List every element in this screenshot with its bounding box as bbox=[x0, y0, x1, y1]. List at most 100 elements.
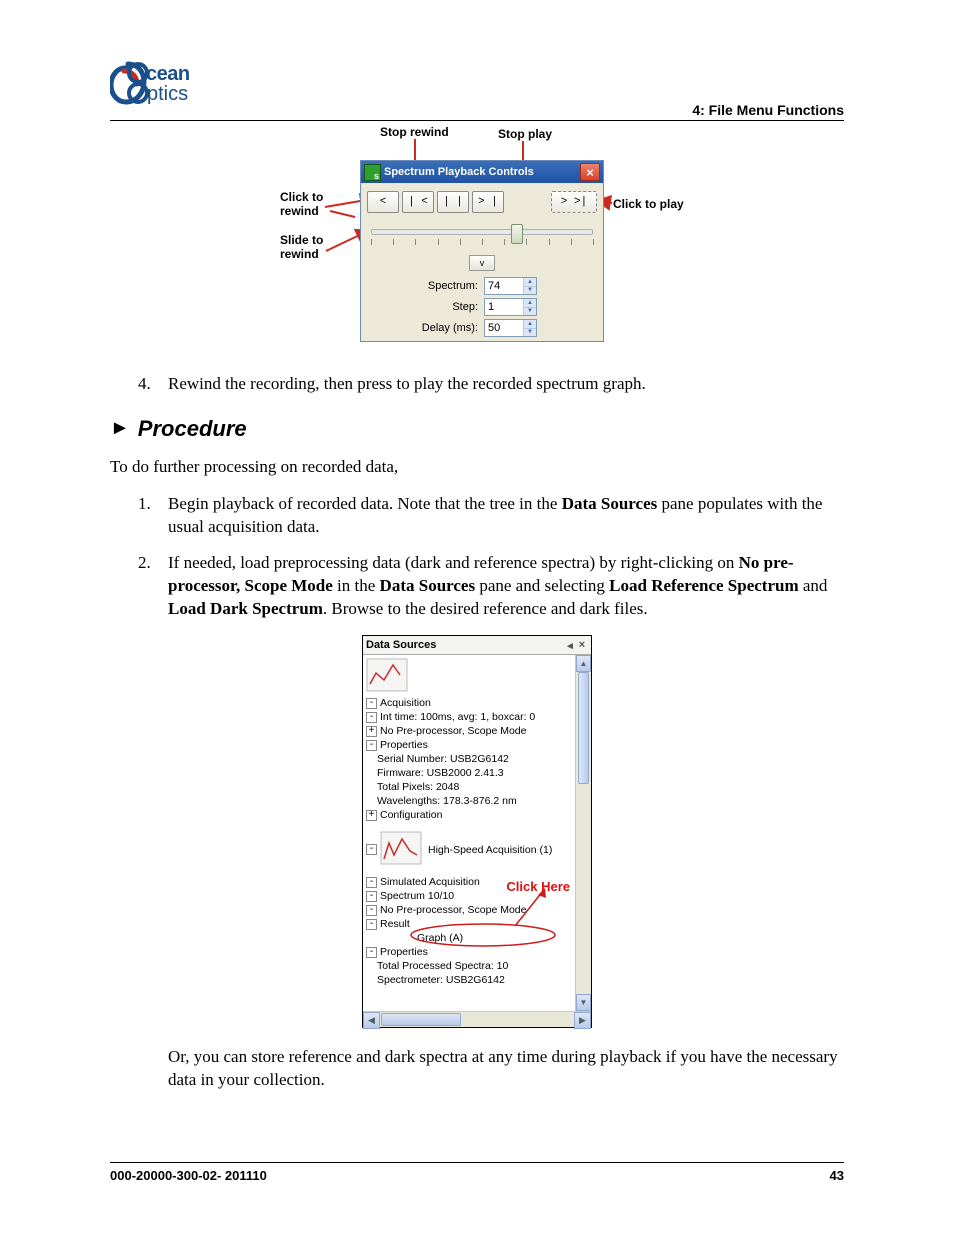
tree-row[interactable]: Spectrometer: USB2G6142 bbox=[366, 973, 574, 987]
after-fig2-text: Or, you can store reference and dark spe… bbox=[168, 1046, 844, 1092]
spin-up-icon[interactable]: ▲ bbox=[523, 299, 536, 308]
tree-row[interactable]: Serial Number: USB2G6142 bbox=[366, 752, 574, 766]
spin-down-icon[interactable]: ▼ bbox=[523, 329, 536, 337]
spin-down-icon[interactable]: ▼ bbox=[523, 287, 536, 295]
tree-row[interactable]: Firmware: USB2000 2.41.3 bbox=[366, 766, 574, 780]
data-sources-title: Data Sources bbox=[366, 639, 436, 651]
collapse-icon[interactable]: - bbox=[366, 919, 377, 930]
tree-label: Simulated Acquisition bbox=[380, 876, 480, 888]
scroll-thumb[interactable] bbox=[578, 672, 589, 784]
intro-text: To do further processing on recorded dat… bbox=[110, 456, 844, 479]
expand-icon[interactable]: + bbox=[366, 726, 377, 737]
collapse-icon[interactable]: - bbox=[366, 905, 377, 916]
tree-label: Properties bbox=[380, 739, 428, 751]
hsa-label: High-Speed Acquisition (1) bbox=[428, 844, 552, 856]
step-forward-button[interactable]: > | bbox=[472, 191, 504, 213]
tree-label: Properties bbox=[380, 946, 428, 958]
tree-row[interactable]: -Result bbox=[366, 917, 574, 931]
pin-icon[interactable]: ◂ bbox=[564, 639, 576, 652]
list-number: 1. bbox=[138, 493, 168, 539]
tree-row[interactable]: +Configuration bbox=[366, 808, 574, 822]
slider-tick bbox=[393, 239, 394, 245]
collapse-icon[interactable]: - bbox=[366, 947, 377, 958]
spectrum-value: 74 bbox=[488, 280, 500, 292]
scroll-left-icon[interactable]: ◀ bbox=[363, 1012, 380, 1029]
slider-tick bbox=[460, 239, 461, 245]
tree-label: Spectrum 10/10 bbox=[380, 890, 454, 902]
tree-label: Graph (A) bbox=[377, 932, 463, 944]
logo: cean ptics bbox=[110, 58, 230, 113]
rewind-button[interactable]: < bbox=[367, 191, 399, 213]
delay-label: Delay (ms): bbox=[422, 322, 478, 334]
collapse-icon[interactable]: - bbox=[366, 698, 377, 709]
collapse-icon[interactable]: - bbox=[366, 844, 377, 855]
callout-stop-play: Stop play bbox=[498, 127, 552, 141]
spin-up-icon[interactable]: ▲ bbox=[523, 320, 536, 329]
tree-label: Spectrometer: USB2G6142 bbox=[377, 974, 505, 986]
spectrum-label: Spectrum: bbox=[428, 280, 478, 292]
footer-rule bbox=[110, 1162, 844, 1163]
scroll-right-icon[interactable]: ▶ bbox=[574, 1012, 591, 1029]
collapse-icon[interactable]: - bbox=[366, 712, 377, 723]
delay-value: 50 bbox=[488, 322, 500, 334]
scroll-up-icon[interactable]: ▲ bbox=[576, 655, 591, 672]
callout-click-play: Click to play bbox=[613, 197, 684, 211]
collapse-toggle[interactable]: v bbox=[469, 255, 495, 271]
tree-row[interactable]: -Acquisition bbox=[366, 696, 574, 710]
spectrum-thumb-icon bbox=[380, 831, 422, 868]
tree-row[interactable]: - High-Speed Acquisition (1) bbox=[366, 830, 574, 869]
step-field: Step: 1 ▲▼ bbox=[367, 298, 537, 316]
tree-row[interactable] bbox=[366, 657, 574, 696]
spin-down-icon[interactable]: ▼ bbox=[523, 308, 536, 316]
slider-tick bbox=[438, 239, 439, 245]
tree-row[interactable]: -Int time: 100ms, avg: 1, boxcar: 0 bbox=[366, 710, 574, 724]
delay-spinner[interactable]: 50 ▲▼ bbox=[484, 319, 537, 337]
collapse-icon[interactable]: - bbox=[366, 891, 377, 902]
tree-row[interactable]: Total Processed Spectra: 10 bbox=[366, 959, 574, 973]
callout-stop-rewind: Stop rewind bbox=[380, 125, 449, 139]
scroll-thumb[interactable] bbox=[381, 1013, 461, 1026]
close-icon[interactable]: × bbox=[580, 163, 600, 181]
playback-slider[interactable] bbox=[367, 221, 597, 251]
spin-up-icon[interactable]: ▲ bbox=[523, 278, 536, 287]
scroll-down-icon[interactable]: ▼ bbox=[576, 994, 591, 1011]
horizontal-scrollbar[interactable]: ◀ ▶ bbox=[363, 1011, 591, 1027]
close-icon[interactable]: × bbox=[576, 639, 588, 651]
collapse-icon[interactable]: - bbox=[366, 740, 377, 751]
step-label: Step: bbox=[452, 301, 478, 313]
tree-row[interactable]: -Properties bbox=[366, 945, 574, 959]
tree-label: Configuration bbox=[380, 809, 442, 821]
tree-row[interactable]: Total Pixels: 2048 bbox=[366, 780, 574, 794]
step-spinner[interactable]: 1 ▲▼ bbox=[484, 298, 537, 316]
slider-tick bbox=[549, 239, 550, 245]
section-header: 4: File Menu Functions bbox=[692, 102, 844, 118]
slider-tick bbox=[593, 239, 594, 245]
spectrum-field: Spectrum: 74 ▲▼ bbox=[367, 277, 537, 295]
slider-tick bbox=[504, 239, 505, 245]
tree: -Acquisition-Int time: 100ms, avg: 1, bo… bbox=[366, 657, 574, 987]
playback-titlebar[interactable]: Spectrum Playback Controls × bbox=[361, 161, 603, 183]
app-icon bbox=[364, 164, 381, 181]
slider-tick bbox=[371, 239, 372, 245]
collapse-icon[interactable]: - bbox=[366, 877, 377, 888]
step-value: 1 bbox=[488, 301, 494, 313]
tree-row[interactable]: +No Pre-processor, Scope Mode bbox=[366, 724, 574, 738]
step-back-button[interactable]: | < bbox=[402, 191, 434, 213]
vertical-scrollbar[interactable]: ▲ ▼ bbox=[575, 655, 591, 1011]
slider-tick bbox=[571, 239, 572, 245]
tree-row[interactable]: -No Pre-processor, Scope Mode bbox=[366, 903, 574, 917]
tree-label: Total Pixels: 2048 bbox=[377, 781, 459, 793]
tree-row[interactable]: -Properties bbox=[366, 738, 574, 752]
tree-row[interactable]: Wavelengths: 178.3-876.2 nm bbox=[366, 794, 574, 808]
tree-label: Total Processed Spectra: 10 bbox=[377, 960, 508, 972]
expand-icon[interactable]: + bbox=[366, 810, 377, 821]
pause-button[interactable]: | | bbox=[437, 191, 469, 213]
slider-tick bbox=[526, 239, 527, 245]
delay-field: Delay (ms): 50 ▲▼ bbox=[367, 319, 537, 337]
spectrum-spinner[interactable]: 74 ▲▼ bbox=[484, 277, 537, 295]
play-button[interactable]: > >| bbox=[551, 191, 597, 213]
slider-tick bbox=[415, 239, 416, 245]
header-rule bbox=[110, 120, 844, 121]
tree-row[interactable]: Graph (A) bbox=[366, 931, 574, 945]
slider-thumb[interactable] bbox=[511, 224, 523, 244]
